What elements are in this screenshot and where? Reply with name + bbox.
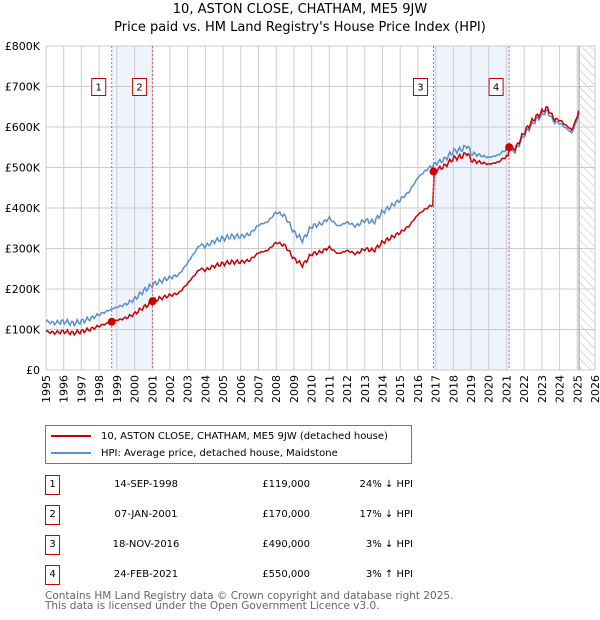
sale-point: [107, 317, 116, 326]
sale-row: 3 18-NOV-2016 £490,000 3% ↓ HPI: [45, 535, 445, 555]
y-tick-label: £500K: [5, 162, 41, 175]
x-tick-label: 2020: [483, 375, 496, 403]
sale-label-box: [91, 78, 107, 96]
sale-hpi-diff: 3% ↓ HPI: [365, 539, 413, 550]
footer-line-2: This data is licensed under the Open Gov…: [45, 600, 380, 612]
x-tick-label: 2010: [306, 375, 319, 403]
y-tick-label: £400K: [5, 202, 41, 215]
sale-price: £170,000: [262, 509, 310, 520]
x-tick-label: 2017: [430, 375, 443, 403]
sale-hpi-diff: 24% ↓ HPI: [359, 479, 413, 490]
x-tick-label: 1996: [58, 375, 71, 403]
sale-hpi-diff: 17% ↓ HPI: [359, 509, 413, 520]
x-tick-label: 2006: [235, 375, 248, 403]
x-tick-label: 2007: [253, 375, 266, 403]
x-tick-label: 2026: [589, 375, 600, 403]
sale-date: 07-JAN-2001: [114, 509, 178, 520]
y-tick-label: £300K: [5, 243, 41, 256]
sale-number-badge: 3: [45, 535, 60, 555]
y-tick-label: £700K: [5, 81, 41, 94]
legend-item-property: 10, ASTON CLOSE, CHATHAM, ME5 9JW (detac…: [51, 428, 388, 444]
footer-line-1: Contains HM Land Registry data © Crown c…: [45, 590, 454, 602]
y-tick-label: £200K: [5, 283, 41, 296]
x-tick-label: 2015: [394, 375, 407, 403]
x-tick-label: 1995: [40, 375, 53, 403]
sale-date: 14-SEP-1998: [114, 479, 178, 490]
sale-label: 2: [136, 83, 142, 94]
chart-title: 10, ASTON CLOSE, CHATHAM, ME5 9JW: [172, 2, 428, 17]
x-tick-label: 1998: [93, 375, 106, 403]
x-tick-label: 2000: [129, 375, 142, 403]
hpi-line: [45, 109, 580, 328]
sale-point: [429, 167, 438, 176]
sale-label-box: [488, 78, 504, 96]
sale-row: 1 14-SEP-1998 £119,000 24% ↓ HPI: [45, 475, 445, 495]
price-chart: 1995 1996 1997 1998 1999 2000 2001 2002 2003 2004…: [5, 40, 600, 403]
x-tick-label: 2012: [341, 375, 354, 403]
sale-label-box: [132, 78, 148, 96]
x-tick-label: 2004: [199, 375, 212, 403]
legend-item-hpi: HPI: Average price, detached house, Maid…: [51, 445, 338, 461]
legend-label-hpi: HPI: Average price, detached house, Maid…: [101, 447, 338, 459]
y-tick-label: £600K: [5, 121, 41, 134]
sale-row: 4 24-FEB-2021 £550,000 3% ↑ HPI: [45, 565, 445, 585]
x-tick-label: 1997: [75, 375, 88, 403]
property-line: [45, 106, 580, 337]
sale-point: [148, 297, 157, 306]
sale-point: [505, 143, 514, 152]
sale-hpi-diff: 3% ↑ HPI: [365, 569, 413, 580]
x-tick-label: 2005: [217, 375, 230, 403]
x-tick-label: 2024: [554, 375, 567, 403]
sale-price: £490,000: [262, 539, 310, 550]
sale-row: 2 07-JAN-2001 £170,000 17% ↓ HPI: [45, 505, 445, 525]
x-tick-label: 2016: [412, 375, 425, 403]
x-tick-label: 2001: [146, 375, 159, 403]
y-tick-label: £100K: [5, 324, 41, 337]
x-tick-label: 2014: [376, 375, 389, 403]
y-tick-label: £800K: [5, 40, 41, 53]
y-tick-label: £0: [26, 364, 40, 377]
sale-number-badge: 2: [45, 505, 60, 525]
legend: 10, ASTON CLOSE, CHATHAM, ME5 9JW (detac…: [45, 425, 412, 464]
sale-label: 1: [96, 83, 102, 94]
x-tick-label: 2009: [288, 375, 301, 403]
sale-label: 4: [493, 83, 499, 94]
legend-swatch-hpi: [51, 452, 91, 454]
x-tick-label: 2011: [323, 375, 336, 403]
x-tick-label: 1999: [111, 375, 124, 403]
x-tick-label: 2008: [270, 375, 283, 403]
x-tick-label: 2018: [447, 375, 460, 403]
x-tick-label: 2025: [571, 375, 584, 403]
x-tick-label: 2022: [518, 375, 531, 403]
sale-price: £119,000: [262, 479, 310, 490]
sale-number-badge: 1: [45, 475, 60, 495]
x-tick-label: 2002: [164, 375, 177, 403]
sale-number-badge: 4: [45, 565, 60, 585]
x-tick-label: 2021: [500, 375, 513, 403]
legend-swatch-property: [51, 435, 91, 437]
legend-label-property: 10, ASTON CLOSE, CHATHAM, ME5 9JW (detac…: [101, 430, 388, 442]
x-tick-label: 2023: [536, 375, 549, 403]
sale-label-box: [412, 78, 428, 96]
x-tick-label: 2019: [465, 375, 478, 403]
sale-price: £550,000: [262, 569, 310, 580]
sale-date: 24-FEB-2021: [113, 569, 179, 580]
sale-label: 3: [417, 83, 423, 94]
chart-subtitle: Price paid vs. HM Land Registry's House …: [114, 20, 486, 35]
x-tick-label: 2013: [359, 375, 372, 403]
sale-date: 18-NOV-2016: [112, 539, 180, 550]
x-tick-label: 2003: [182, 375, 195, 403]
